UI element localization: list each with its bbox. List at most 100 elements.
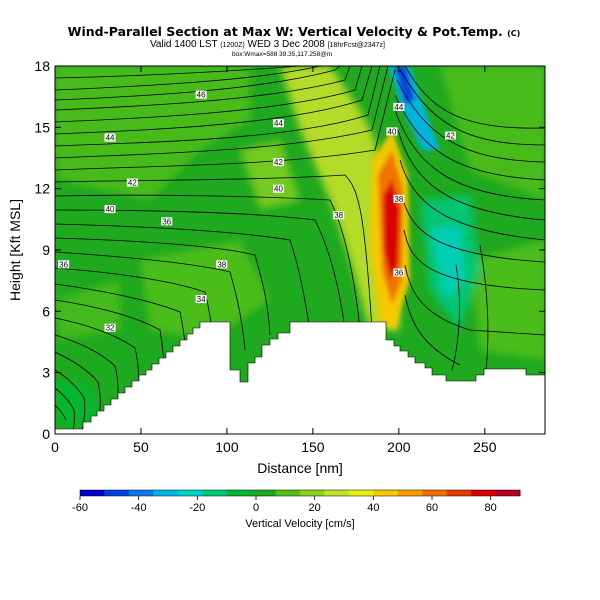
contour-label-box — [104, 323, 116, 332]
contour-label-box — [216, 260, 228, 269]
y-tick-label: 15 — [34, 119, 50, 135]
colorbar: -60 -40 -20 0 20 40 60 80 — [72, 489, 521, 514]
contour-label-box — [104, 205, 116, 214]
contour-label-box — [273, 184, 285, 193]
contour-label: 38 — [333, 211, 345, 220]
contour-label: 34 — [195, 295, 207, 304]
contour-label-text: 40 — [388, 127, 397, 136]
contour-label-box — [58, 260, 70, 269]
contour-label: 32 — [104, 323, 116, 333]
y-tick-label: 9 — [42, 242, 50, 258]
colorbar-swatch — [495, 490, 521, 496]
contour-label-box — [195, 90, 207, 99]
x-tick-label: 50 — [133, 439, 149, 455]
contour-label-box — [444, 131, 456, 140]
contour-label-box — [273, 158, 285, 167]
contour-label-box — [393, 102, 405, 111]
plot-area: 46 44 44 44 42 42 42 40 40 40 38 38 38 36 36 36 34 32 — [55, 66, 545, 434]
contour-label-box — [161, 217, 173, 226]
contour-label-text: 42 — [274, 158, 283, 167]
shade-left-valley — [55, 380, 100, 425]
x-tick-label: 100 — [215, 439, 239, 455]
colorbar-swatch — [153, 490, 179, 496]
chart-title: Wind-Parallel Section at Max W: Vertical… — [68, 24, 521, 39]
contour-label: 46 — [195, 90, 207, 100]
colorbar-swatch — [471, 490, 497, 496]
y-axis-label: Height [Kft MSL] — [7, 199, 23, 301]
colorbar-frame — [79, 489, 521, 497]
x-axis: 0 50 100 150 200 250 — [51, 66, 497, 455]
contour-label-text: 40 — [106, 205, 115, 214]
shade-mid — [140, 240, 270, 340]
colorbar-swatch — [226, 490, 252, 496]
shade-plume — [280, 66, 400, 330]
colorbar-tick-label: 20 — [309, 502, 321, 514]
contour-labels: 46 44 44 44 42 42 42 40 40 40 38 38 38 36 36 36 34 32 — [58, 90, 456, 333]
contour-label: 42 — [444, 131, 456, 141]
colorbar-swatch — [373, 490, 399, 496]
colorbar-swatch — [446, 490, 472, 496]
colorbar-swatch — [275, 490, 301, 496]
colorbar-swatch — [177, 490, 203, 496]
colorbar-swatch — [128, 490, 154, 496]
contour-label-box — [195, 295, 207, 304]
colorbar-tick-label: 60 — [426, 502, 438, 514]
contour-label: 42 — [126, 178, 138, 188]
contour-label: 38 — [216, 260, 228, 269]
contour-label-text: 38 — [217, 260, 226, 269]
title-mark: (C) — [507, 29, 520, 38]
y-tick-label: 18 — [34, 58, 50, 74]
colorbar-swatch — [324, 490, 350, 496]
isentrope-lines — [55, 66, 545, 434]
shade-updraft-red — [383, 180, 400, 280]
colorbar-swatch — [104, 490, 130, 496]
colorbar-tick-label: 80 — [485, 502, 497, 514]
contour-label-text: 46 — [197, 91, 206, 100]
shade-downdraft-core — [430, 225, 465, 300]
shade-upper-left — [55, 66, 250, 200]
colorbar-swatch — [422, 490, 448, 496]
contour-label-text: 42 — [446, 132, 455, 141]
contour-label: 36 — [58, 260, 70, 269]
contour-label: 44 — [273, 119, 285, 128]
colorbar-swatch — [80, 490, 105, 496]
colorbar-tick-label: 40 — [367, 502, 379, 514]
contour-label: 44 — [393, 102, 405, 112]
contour-label-text: 34 — [197, 295, 206, 304]
contour-label-box — [393, 194, 405, 203]
x-tick-label: 150 — [301, 439, 325, 455]
colorbar-tick-label: -60 — [72, 502, 88, 514]
chart-subtitle: Valid 1400 LST (1200Z) WED 3 Dec 2008 [1… — [150, 39, 385, 50]
colorbar-tick-label: 0 — [253, 502, 259, 514]
x-tick-label: 200 — [387, 439, 411, 455]
contour-label-box — [333, 211, 345, 220]
colorbar-swatch — [348, 490, 374, 496]
contour-label-box — [126, 178, 138, 187]
contour-label-text: 40 — [274, 185, 283, 194]
contour-label-text: 36 — [394, 268, 403, 277]
shade-blue-core — [394, 66, 415, 104]
contour-label-text: 44 — [106, 134, 115, 143]
x-axis-label: Distance [nm] — [257, 460, 343, 476]
contour-label: 40 — [104, 205, 116, 214]
contour-label-box — [104, 133, 116, 142]
y-tick-label: 12 — [34, 181, 50, 197]
colorbar-tick-label: -20 — [189, 502, 205, 514]
contour-label-text: 36 — [162, 217, 171, 226]
contour-label-text: 44 — [394, 103, 403, 112]
colorbar-swatch — [202, 490, 228, 496]
colorbar-swatch — [300, 490, 325, 496]
chart-subtitle-2: box:Wmax=588 39.35,117.258@m — [232, 51, 332, 58]
terrain — [55, 321, 545, 434]
x-tick-label: 250 — [473, 439, 497, 455]
shade-plume-left — [240, 140, 300, 210]
contour-label: 36 — [393, 268, 405, 277]
y-tick-label: 3 — [42, 365, 50, 381]
contour-label: 38 — [393, 194, 405, 204]
contour-label-text: 36 — [59, 260, 68, 269]
contour-label-text: 32 — [106, 324, 115, 333]
colorbar-tick-label: -40 — [131, 502, 147, 514]
contour-label-box — [273, 119, 285, 128]
contour-label: 40 — [386, 127, 398, 136]
